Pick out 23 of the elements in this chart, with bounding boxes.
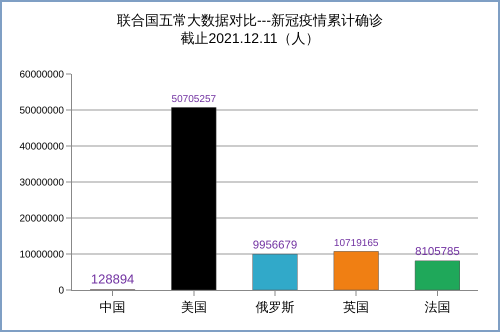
data-label: 10719165: [334, 238, 379, 250]
data-label: 128894: [90, 272, 134, 287]
x-tick-label: 俄罗斯: [256, 300, 294, 315]
y-tick-label: 40000000: [20, 142, 64, 152]
bar: [414, 260, 460, 290]
data-label: 50705257: [172, 94, 217, 106]
bar: [334, 251, 379, 290]
x-tick-label: 中国: [100, 300, 126, 315]
y-tick-label: 50000000: [20, 106, 64, 116]
y-tick-label: 0: [58, 286, 64, 296]
bar: [171, 107, 216, 290]
y-tick-label: 60000000: [20, 70, 64, 80]
x-tick-label: 法国: [424, 300, 450, 315]
y-tick-label: 20000000: [20, 214, 64, 224]
bar: [252, 254, 298, 290]
x-tick-label: 英国: [343, 300, 370, 315]
data-label: 9956679: [252, 240, 298, 252]
chart-title: 联合国五常大数据对比---新冠疫情累计确诊: [117, 12, 383, 28]
data-label: 8105785: [415, 246, 460, 258]
y-tick-label: 10000000: [20, 250, 64, 260]
chart-subtitle: 截止2021.12.11（人）: [180, 30, 320, 46]
y-tick-label: 30000000: [20, 178, 64, 188]
x-tick-label: 美国: [180, 300, 207, 315]
